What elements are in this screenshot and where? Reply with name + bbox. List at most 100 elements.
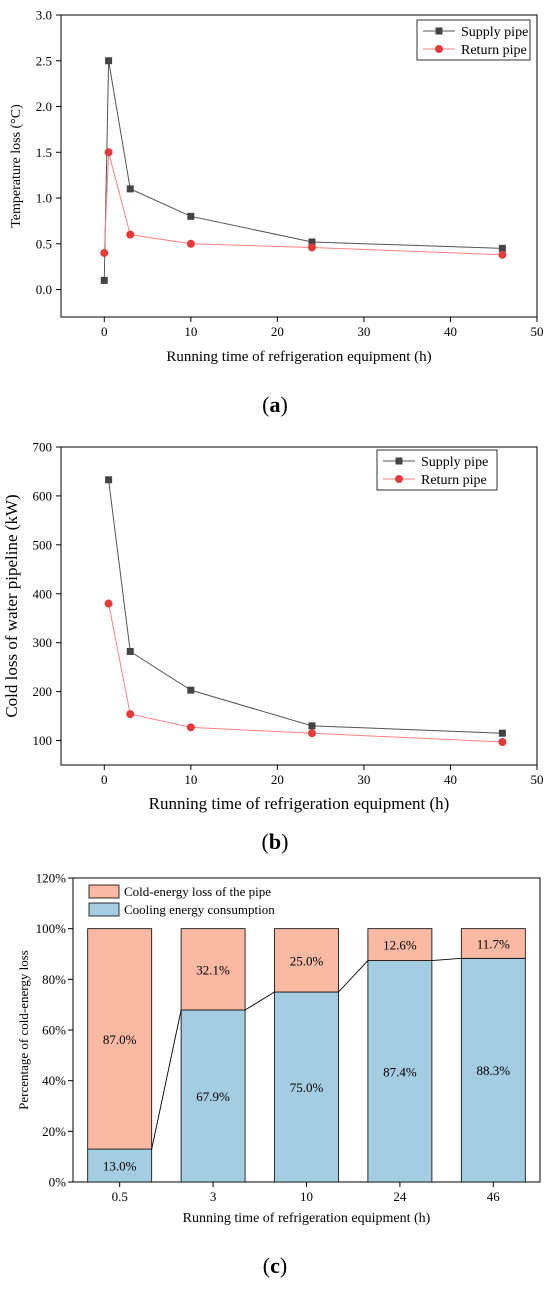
y-tick-label: 100 [33, 733, 53, 748]
data-point [105, 476, 113, 484]
bar-cooling-energy [367, 960, 433, 1183]
x-axis-label: Running time of refrigeration equipment … [149, 794, 450, 813]
bar-cooling-energy [180, 1009, 246, 1183]
bar-cooling-energy [460, 957, 526, 1183]
data-label-cooling: 88.3% [477, 1063, 511, 1078]
data-point [126, 710, 135, 719]
data-label-cooling: 75.0% [290, 1080, 324, 1095]
data-point [307, 243, 316, 252]
data-label-pipe-loss: 87.0% [103, 1032, 137, 1047]
data-label-pipe-loss: 25.0% [290, 953, 324, 968]
y-tick-label: 200 [33, 684, 53, 699]
cold-loss-chart: 0 10 20 30 40 50 100 200 300 400 500 600 700 Running … [2, 440, 544, 814]
connector-line [431, 957, 462, 962]
y-tick-label: 40% [42, 1073, 66, 1088]
caption-c: (c) [262, 1253, 288, 1278]
legend-label: Supply pipe [421, 455, 488, 470]
data-point [498, 244, 506, 252]
bar-cooling-energy [87, 1148, 153, 1183]
legend-marker [435, 45, 443, 53]
chart-panel-a: 0 10 20 30 40 50 0.0 0.5 1.0 1.5 2.0 2.5 3.0 Running … [0, 0, 550, 432]
series-line-return [108, 603, 503, 743]
x-tick-label: 30 [357, 324, 370, 339]
y-tick-label: 2.5 [36, 53, 52, 68]
legend-marker [435, 27, 443, 35]
y-axis-label: Percentage of cold-energy loss [16, 950, 31, 1110]
data-point [308, 238, 316, 246]
legend-label: Cooling energy consumption [124, 902, 275, 917]
data-point [307, 729, 316, 738]
data-point [104, 148, 113, 157]
data-point [105, 57, 113, 65]
y-tick-label: 400 [33, 586, 53, 601]
data-point [186, 239, 195, 248]
chart-panel-c: 0% 20% 40% 60% 80% 100% 120% 13.0% 87.0% 0.5 67.9%… [0, 862, 550, 1295]
chart-panel-b: 0 10 20 30 40 50 100 200 300 400 500 600 700 Running … [0, 432, 550, 862]
x-axis-label: Running time of refrigeration equipment … [183, 1211, 431, 1226]
series-line-return [103, 152, 503, 256]
bar-pipe-loss [460, 928, 526, 959]
data-point [126, 647, 134, 655]
legend-label: Return pipe [461, 43, 527, 58]
data-label-cooling: 67.9% [196, 1089, 230, 1104]
legend-marker [395, 457, 403, 465]
data-point [498, 729, 506, 737]
data-label-pipe-loss: 32.1% [196, 962, 230, 977]
temperature-loss-chart: 0 10 20 30 40 50 0.0 0.5 1.0 1.5 2.0 2.5 3.0 Running … [9, 8, 544, 366]
legend-box [376, 449, 498, 491]
legend-label: Return pipe [421, 473, 487, 488]
data-point [126, 185, 134, 193]
y-tick-label: 100% [36, 921, 67, 936]
data-point [187, 212, 195, 220]
x-tick-label: 40 [444, 772, 457, 787]
y-axis-label: Temperature loss (°C) [9, 104, 24, 228]
legend-label: Cold-energy loss of the pipe [124, 884, 271, 899]
x-tick-label: 46 [487, 1189, 501, 1204]
connector-line [151, 1009, 182, 1150]
data-point [100, 276, 108, 284]
y-tick-label: 0% [49, 1175, 67, 1190]
y-tick-label: 120% [36, 871, 67, 886]
data-label-pipe-loss: 12.6% [383, 938, 417, 953]
data-point [498, 250, 507, 259]
y-tick-label: 60% [42, 1023, 66, 1038]
y-tick-label: 3.0 [36, 8, 52, 23]
bar-pipe-loss [367, 928, 433, 961]
x-tick-label: 50 [531, 772, 544, 787]
x-tick-label: 0 [101, 324, 108, 339]
legend-swatch [88, 884, 120, 899]
x-tick-label: 20 [271, 324, 284, 339]
x-tick-label: 0 [101, 772, 108, 787]
x-tick-label: 10 [184, 772, 197, 787]
y-tick-label: 0.5 [36, 236, 52, 251]
data-point [308, 722, 316, 730]
series-line-supply [103, 60, 503, 281]
y-tick-label: 1.0 [36, 191, 52, 206]
y-tick-label: 1.5 [36, 145, 52, 160]
data-point [186, 723, 195, 732]
caption-a: (a) [262, 392, 288, 417]
cold-energy-percentage-chart: 0% 20% 40% 60% 80% 100% 120% 13.0% 87.0% 0.5 67.9%… [16, 871, 541, 1226]
legend-swatch [88, 902, 120, 917]
x-tick-label: 24 [393, 1189, 407, 1204]
y-tick-label: 700 [33, 440, 53, 455]
y-axis-label: Cold loss of water pipeline (kW) [2, 494, 21, 717]
connector-line [338, 960, 369, 993]
bar-pipe-loss [180, 928, 246, 1011]
x-tick-label: 40 [444, 324, 457, 339]
x-tick-label: 30 [357, 772, 370, 787]
legend-marker [395, 475, 403, 483]
y-tick-label: 300 [33, 635, 53, 650]
y-tick-label: 2.0 [36, 99, 52, 114]
bar-pipe-loss [87, 928, 153, 1150]
plot-frame [60, 14, 538, 318]
y-tick-label: 0.0 [36, 282, 52, 297]
caption-b: (b) [261, 829, 289, 854]
data-point [104, 599, 113, 608]
legend-label: Supply pipe [461, 25, 528, 40]
x-tick-label: 50 [531, 324, 544, 339]
y-tick-label: 500 [33, 537, 53, 552]
y-tick-label: 20% [42, 1124, 66, 1139]
data-label-pipe-loss: 11.7% [477, 936, 510, 951]
bar-pipe-loss [274, 928, 339, 993]
